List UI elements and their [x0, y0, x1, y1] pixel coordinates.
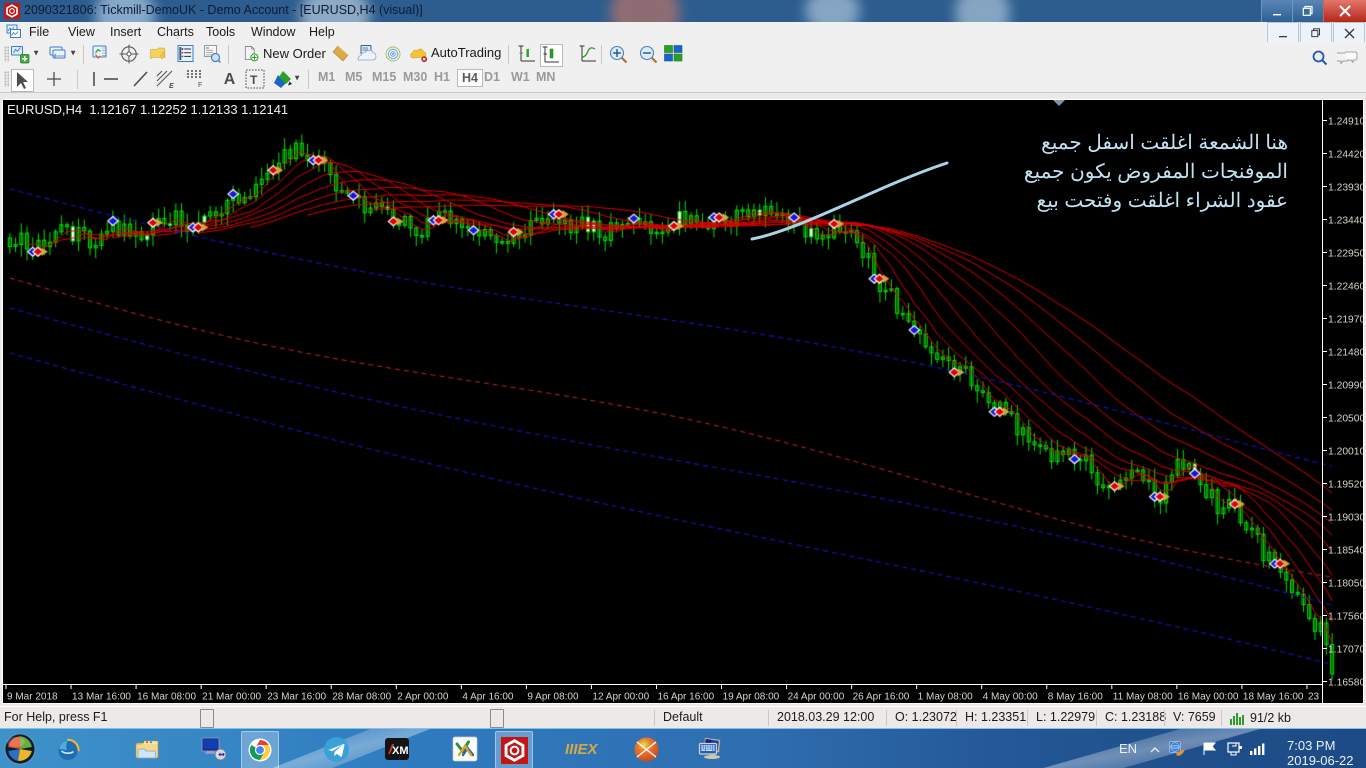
svg-text:IIIEX: IIIEX [565, 741, 599, 758]
svg-text:26 Apr 16:00: 26 Apr 16:00 [853, 692, 910, 703]
svg-text:1.21970: 1.21970 [1328, 315, 1364, 326]
svg-text:2 Apr 00:00: 2 Apr 00:00 [397, 692, 449, 703]
svg-text:11 May 08:00: 11 May 08:00 [1113, 692, 1173, 703]
svg-text:21 Mar 00:00: 21 Mar 00:00 [202, 692, 261, 703]
svg-text:23 May 08:00: 23 May 08:00 [1308, 692, 1322, 703]
svg-text:1.24910: 1.24910 [1328, 117, 1364, 128]
svg-text:1.20990: 1.20990 [1328, 381, 1364, 392]
svg-text:1.22460: 1.22460 [1328, 282, 1364, 293]
svg-text:1.24420: 1.24420 [1328, 150, 1364, 161]
svg-text:F: F [198, 82, 202, 89]
svg-text:13 Mar 16:00: 13 Mar 16:00 [72, 692, 131, 703]
svg-text:28 Mar 08:00: 28 Mar 08:00 [332, 692, 391, 703]
svg-text:1.21480: 1.21480 [1328, 348, 1364, 359]
svg-text:16 May 00:00: 16 May 00:00 [1178, 692, 1239, 703]
svg-text:24 Apr 00:00: 24 Apr 00:00 [788, 692, 845, 703]
svg-text:1.20010: 1.20010 [1328, 447, 1364, 458]
svg-text:T: T [250, 73, 258, 87]
svg-text:19 Apr 08:00: 19 Apr 08:00 [723, 692, 780, 703]
svg-text:1.22950: 1.22950 [1328, 249, 1364, 260]
svg-text:18 May 16:00: 18 May 16:00 [1243, 692, 1304, 703]
svg-text:1 May 08:00: 1 May 08:00 [918, 692, 973, 703]
svg-text:23 Mar 16:00: 23 Mar 16:00 [267, 692, 326, 703]
svg-text:4 May 00:00: 4 May 00:00 [983, 692, 1038, 703]
svg-text:1.19030: 1.19030 [1328, 513, 1364, 524]
svg-text:1.23440: 1.23440 [1328, 216, 1364, 227]
svg-text:1.18050: 1.18050 [1328, 579, 1364, 590]
svg-text:E: E [169, 83, 174, 90]
svg-text:XM: XM [392, 745, 409, 757]
svg-text:1.16580: 1.16580 [1328, 678, 1364, 689]
svg-text:4 Apr 16:00: 4 Apr 16:00 [462, 692, 514, 703]
svg-text:16 Apr 16:00: 16 Apr 16:00 [657, 692, 714, 703]
svg-text:9 Apr 08:00: 9 Apr 08:00 [527, 692, 579, 703]
svg-text:9 Mar 2018: 9 Mar 2018 [7, 692, 58, 703]
svg-text:12 Apr 00:00: 12 Apr 00:00 [592, 692, 649, 703]
svg-text:1.23930: 1.23930 [1328, 183, 1364, 194]
svg-text:8 May 16:00: 8 May 16:00 [1048, 692, 1103, 703]
svg-text:1.17560: 1.17560 [1328, 612, 1364, 623]
svg-text:1.20500: 1.20500 [1328, 414, 1364, 425]
svg-text:1.17070: 1.17070 [1328, 645, 1364, 656]
svg-text:1.19520: 1.19520 [1328, 480, 1364, 491]
svg-text:1.18540: 1.18540 [1328, 546, 1364, 557]
svg-text:16 Mar 08:00: 16 Mar 08:00 [137, 692, 196, 703]
